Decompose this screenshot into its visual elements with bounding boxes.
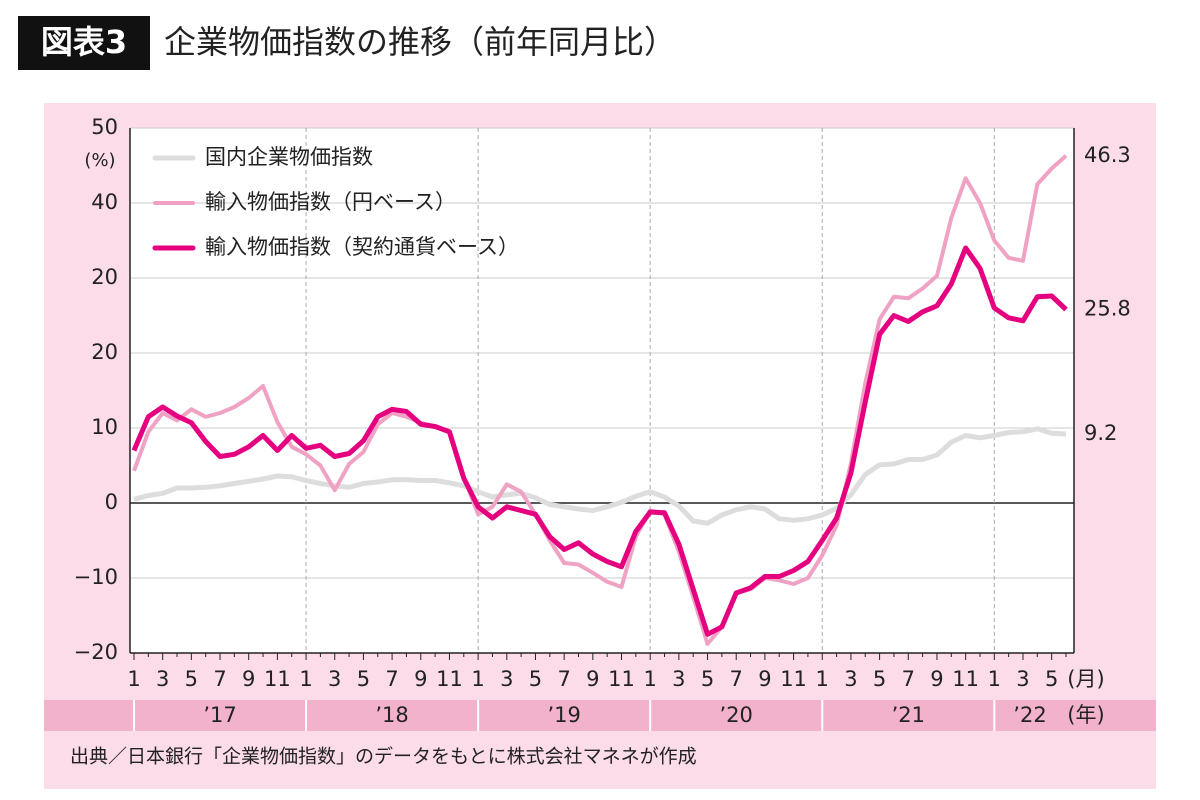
x-tick-label: 1 [988, 667, 1001, 691]
year-label: ’19 [547, 703, 580, 727]
x-tick-label: 7 [385, 667, 398, 691]
end-value-label: 46.3 [1084, 143, 1131, 167]
figure-label: 図表3 [41, 23, 127, 61]
figure-label-box [18, 16, 150, 70]
x-tick-label: 1 [816, 667, 829, 691]
plot-area [130, 128, 1074, 653]
x-tick-label: 3 [328, 667, 341, 691]
end-value-label: 9.2 [1084, 421, 1117, 445]
year-band [44, 700, 1156, 731]
source: 出典／日本銀行「企業物価指数」のデータをもとに株式会社マネネが作成 [70, 746, 697, 768]
x-tick-label: 7 [902, 667, 915, 691]
x-tick-label: 7 [730, 667, 743, 691]
x-tick-label: 5 [185, 667, 198, 691]
x-tick-label: 3 [500, 667, 513, 691]
x-tick-label: 1 [643, 667, 656, 691]
x-tick-label: 5 [873, 667, 886, 691]
series-line [133, 426, 1067, 526]
x-tick-label: 5 [1045, 667, 1058, 691]
y-tick-label: 10 [91, 415, 118, 439]
series-line [132, 154, 1068, 646]
x-tick-label: 9 [586, 667, 599, 691]
x-tick-label: 7 [557, 667, 570, 691]
y-tick-label: 40 [91, 190, 118, 214]
x-tick-label: 1 [127, 667, 140, 691]
x-tick-label: 11 [436, 667, 463, 691]
x-tick-label: 1 [471, 667, 484, 691]
x-tick-label: 5 [701, 667, 714, 691]
x-tick-label: 11 [608, 667, 635, 691]
y-tick-label: 50 [91, 115, 118, 139]
x-tick-label: 9 [414, 667, 427, 691]
x-tick-label: 5 [529, 667, 542, 691]
year-label: ’17 [203, 703, 236, 727]
x-tick-label: 9 [758, 667, 771, 691]
x-tick-label: 3 [844, 667, 857, 691]
year-label: ’21 [892, 703, 925, 727]
x-tick-label: 11 [780, 667, 807, 691]
y-tick-label: −10 [74, 565, 118, 589]
year-unit: (年) [1067, 703, 1104, 727]
y-tick-label: 20 [91, 340, 118, 364]
chart-title: 企業物価指数の推移（前年同月比） [164, 23, 676, 61]
x-tick-label: 3 [672, 667, 685, 691]
y-tick-label: −20 [74, 640, 118, 664]
legend-label: 輸入物価指数（円ベース） [205, 190, 456, 214]
x-tick-label: 9 [930, 667, 943, 691]
year-label: ’18 [375, 703, 408, 727]
y-unit: (%) [84, 150, 115, 171]
x-tick-label: 1 [299, 667, 312, 691]
year-label: ’20 [720, 703, 753, 727]
end-value-label: 25.8 [1084, 297, 1131, 321]
series-line [131, 245, 1068, 637]
x-tick-label: 9 [242, 667, 255, 691]
legend-label: 国内企業物価指数 [205, 145, 373, 169]
x-tick-label: 5 [357, 667, 370, 691]
y-tick-label: 0 [105, 490, 118, 514]
x-tick-label: 3 [1016, 667, 1029, 691]
x-tick-label: 3 [156, 667, 169, 691]
year-label: ’22 [1013, 703, 1046, 727]
x-tick-label: 11 [264, 667, 291, 691]
x-tick-label: 7 [213, 667, 226, 691]
x-unit: (月) [1067, 667, 1104, 691]
legend-label: 輸入物価指数（契約通貨ベース） [205, 235, 519, 259]
x-tick-label: 11 [952, 667, 979, 691]
y-tick-label: 20 [91, 265, 118, 289]
